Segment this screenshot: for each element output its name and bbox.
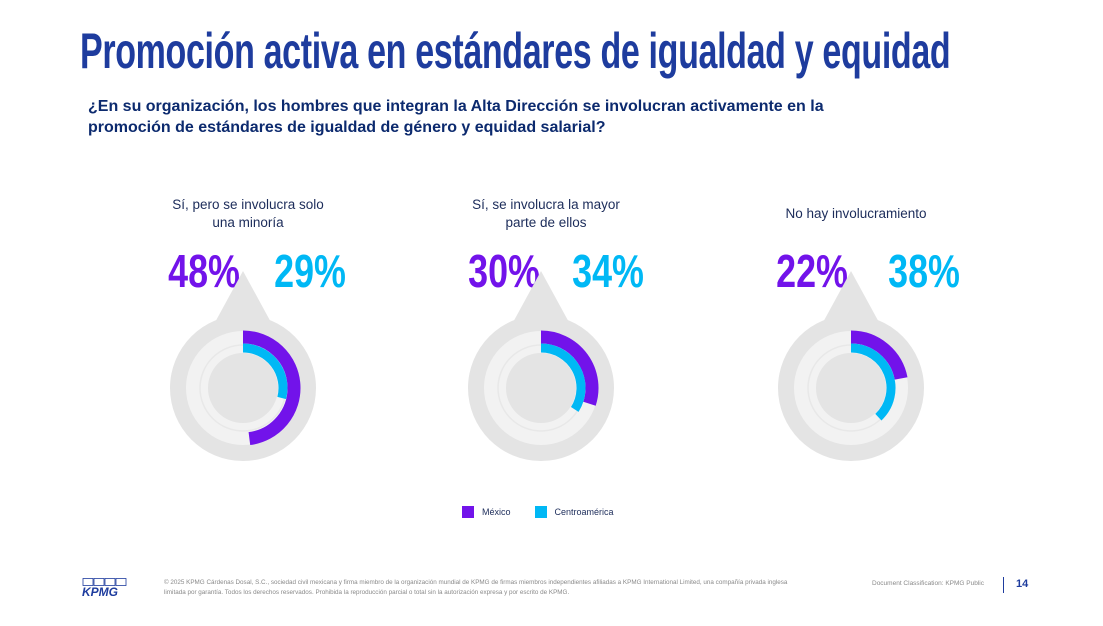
mexico-percent: 22% <box>776 245 848 297</box>
category-label: No hay involucramiento <box>785 206 927 221</box>
donut-chart <box>468 271 614 461</box>
copyright-text: © 2025 KPMG Cárdenas Dosal, S.C., socied… <box>164 579 788 596</box>
chart-panel-none: No hay involucramiento 22% 38% <box>706 196 1006 476</box>
mexico-arc <box>242 330 301 446</box>
page-number: 14 <box>1016 578 1029 590</box>
centroamerica-percent: 29% <box>274 245 346 297</box>
category-label: Sí, se involucra la mayor parte de ellos <box>472 197 620 230</box>
centroamerica-arc <box>850 343 896 421</box>
centroamerica-swatch <box>534 506 547 518</box>
mexico-percent: 48% <box>168 245 240 297</box>
donut-chart <box>778 271 924 461</box>
legend-item-mexico: México <box>462 506 511 518</box>
page-title: Promoción activa en estándares de iguald… <box>80 23 951 79</box>
mexico-swatch <box>462 506 474 518</box>
pointer-shape <box>213 271 273 326</box>
chart-panel-minority: Sí, pero se involucra solo una minoría 4… <box>98 196 398 476</box>
centroamerica-arc <box>540 343 586 412</box>
survey-question: ¿En su organización, los hombres que int… <box>88 98 824 136</box>
centroamerica-percent: 38% <box>888 245 960 297</box>
mexico-percent: 30% <box>468 245 540 297</box>
centroamerica-percent: 34% <box>572 245 644 297</box>
footer-divider <box>1003 577 1004 593</box>
legend-item-centroamerica: Centroamérica <box>534 506 614 518</box>
pointer-shape <box>511 271 571 326</box>
svg-text:KPMG: KPMG <box>82 585 118 598</box>
donut-chart <box>170 271 316 461</box>
chart-panel-majority: Sí, se involucra la mayor parte de ellos… <box>396 196 696 476</box>
legend: México Centroamérica <box>462 506 614 518</box>
category-label: Sí, pero se involucra solo una minoría <box>172 197 324 230</box>
pointer-shape <box>821 271 881 326</box>
legend-label: Centroamérica <box>554 507 614 517</box>
center-disc <box>816 353 886 423</box>
document-classification: Document Classification: KPMG Public <box>872 580 984 587</box>
centroamerica-arc <box>242 343 288 400</box>
center-disc <box>208 353 278 423</box>
center-disc <box>506 353 576 423</box>
kpmg-logo: KPMG <box>82 578 128 603</box>
legend-label: México <box>482 507 511 517</box>
mexico-arc <box>540 330 599 406</box>
mexico-arc <box>850 330 908 380</box>
